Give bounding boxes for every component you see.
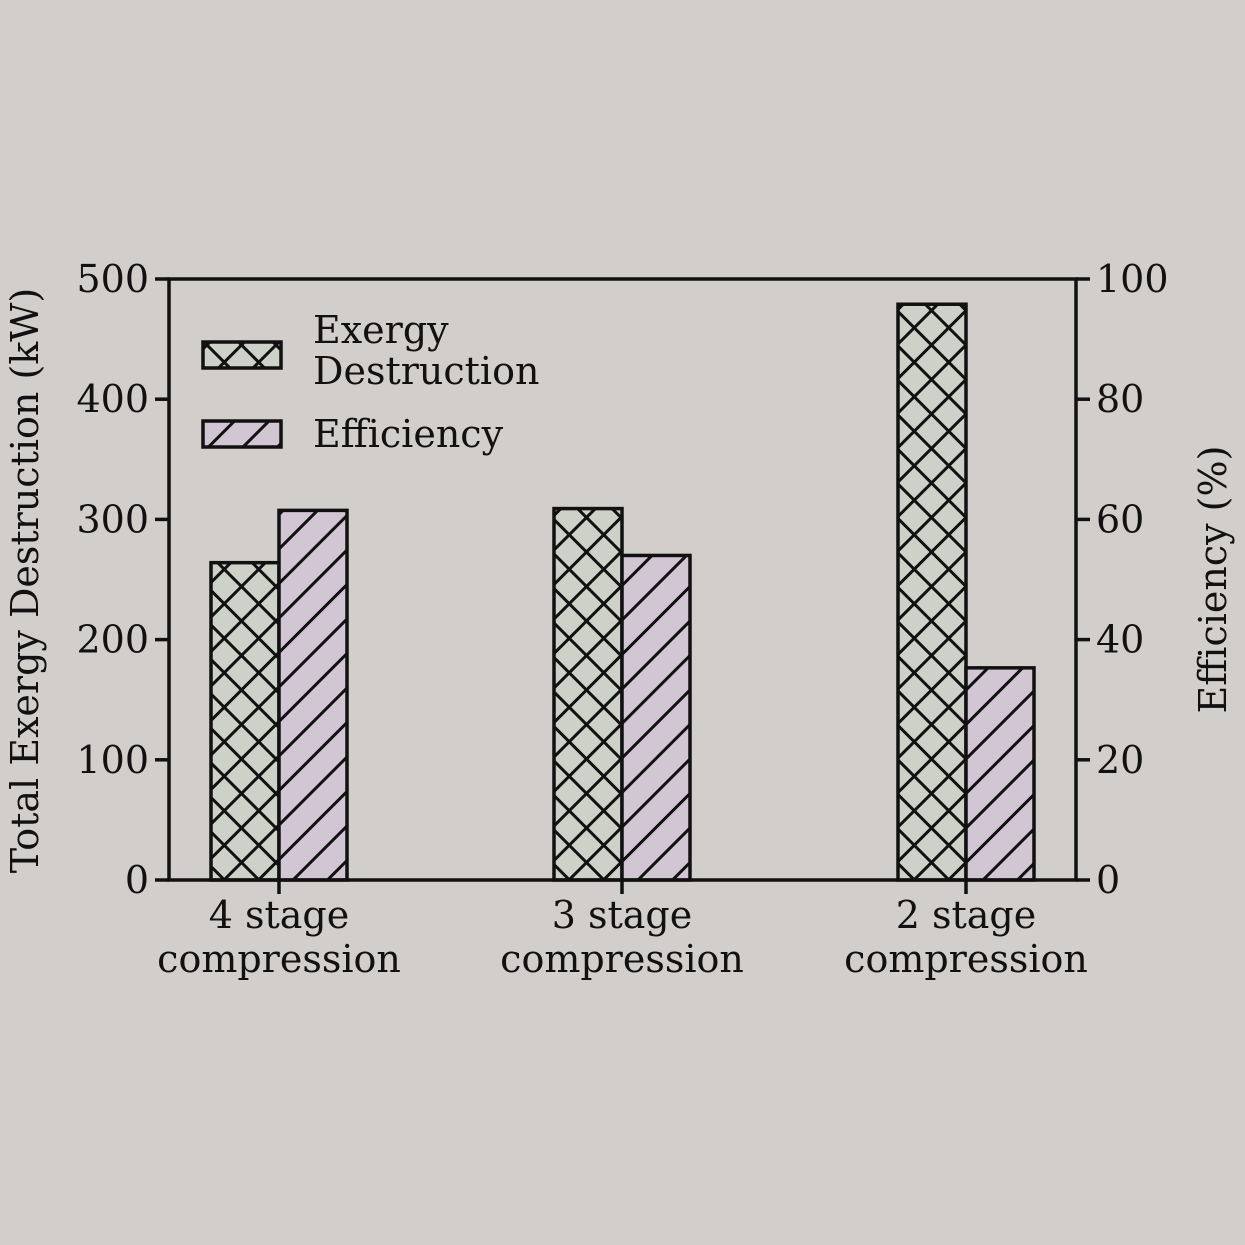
y-tick-label: 0 xyxy=(125,858,149,902)
bar-exergy-2 xyxy=(552,506,624,882)
y2-axis-title: Efficiency (%) xyxy=(1191,446,1235,714)
plot-frame xyxy=(167,277,1078,882)
legend-item-efficiency: Efficiency xyxy=(201,412,504,456)
bar-efficiency-1 xyxy=(277,508,349,882)
y2-tick-label: 20 xyxy=(1096,738,1144,782)
bar-hatch xyxy=(552,506,624,882)
y-tick-label: 100 xyxy=(76,738,149,782)
x-tick-label: 2 stage compression xyxy=(844,893,1088,981)
bar-hatch xyxy=(896,302,968,882)
y2-tick-label: 0 xyxy=(1096,858,1120,902)
bar-hatch xyxy=(277,508,349,882)
y2-tick-label: 60 xyxy=(1096,497,1144,541)
bar-efficiency-2 xyxy=(620,553,692,882)
legend-item-exergy: Exergy Destruction xyxy=(201,308,539,393)
y-axis-title: Total Exergy Destruction (kW) xyxy=(3,288,47,873)
bar-hatch xyxy=(964,666,1036,882)
legend-swatch xyxy=(201,340,283,370)
legend-label: Efficiency xyxy=(313,412,504,456)
y-tick-label: 300 xyxy=(76,497,149,541)
y-tick-label: 500 xyxy=(76,257,149,301)
y2-tick-label: 100 xyxy=(1096,257,1169,301)
legend-swatch xyxy=(201,419,283,449)
y-tick-label: 200 xyxy=(76,618,149,662)
ticks-layer: 0 100 200 300 400 500 0 20 40 60 80 100 4 stage compr… xyxy=(76,257,1168,981)
bars-layer xyxy=(209,302,1036,882)
y2-tick-label: 80 xyxy=(1096,377,1144,421)
bar-exergy-1 xyxy=(209,560,281,882)
x-tick-label: 4 stage compression xyxy=(157,893,401,981)
y-tick-label: 400 xyxy=(76,377,149,421)
legend-label: Exergy Destruction xyxy=(313,308,539,393)
x-tick-label: 3 stage compression xyxy=(500,893,744,981)
bar-efficiency-3 xyxy=(964,666,1036,882)
y2-tick-label: 40 xyxy=(1096,618,1144,662)
bar-exergy-3 xyxy=(896,302,968,882)
legend: Exergy Destruction Efficiency xyxy=(201,308,539,456)
bar-hatch xyxy=(209,560,281,882)
bar-hatch xyxy=(620,553,692,882)
